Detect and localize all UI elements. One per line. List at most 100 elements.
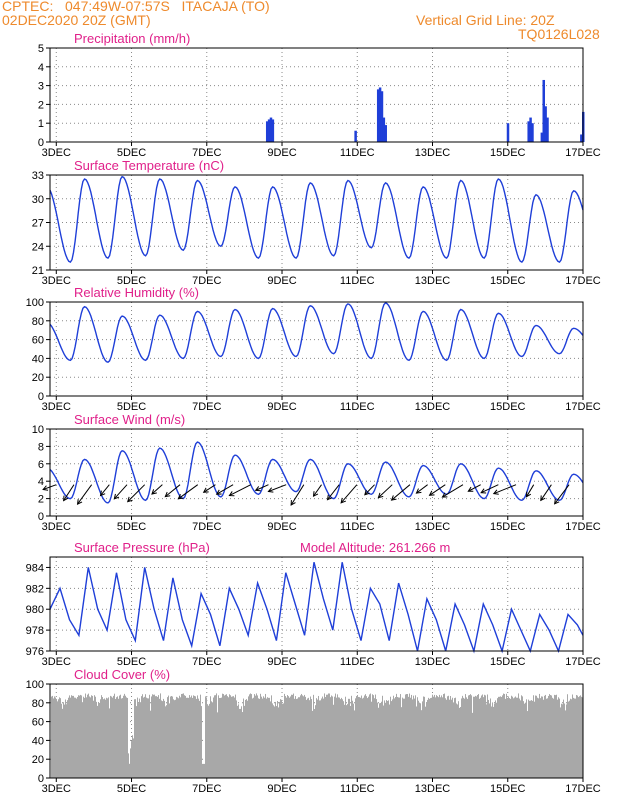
cloud-bar [114, 693, 115, 778]
wind-arrow [127, 484, 146, 503]
cloud-bar [371, 701, 372, 778]
cloud-bar [499, 696, 500, 778]
wind-arrowhead [76, 499, 83, 505]
cloud-bar [268, 697, 269, 778]
cloud-bar [504, 693, 505, 778]
cloud-bar [97, 705, 98, 778]
cloud-bar [557, 699, 558, 778]
cloud-bar [80, 694, 81, 778]
cloud-bar [466, 697, 467, 778]
cloud-bar [581, 696, 582, 778]
cloud-bar [93, 700, 94, 778]
cloud-bar [275, 701, 276, 778]
wind-arrowhead [312, 491, 319, 498]
cloud-bar [198, 698, 199, 778]
cloud-bar [495, 700, 496, 778]
cloud-bar [326, 694, 327, 778]
cloud-bar [330, 697, 331, 778]
rh-y-tick-label: 20 [32, 372, 44, 384]
cloud-bar [256, 693, 257, 778]
cloud-bar [127, 697, 128, 778]
cloud-bar [390, 696, 391, 778]
cloud-bar [118, 698, 119, 778]
wind-arrowhead [228, 491, 235, 497]
wind-panel [42, 428, 584, 520]
cloud-bar [325, 696, 326, 778]
cloud-bar [550, 695, 551, 778]
cloud-bar [334, 696, 335, 778]
cloud-bar [103, 699, 104, 778]
precip-bar [382, 117, 386, 142]
wind-x-tick-label: 7DEC [192, 521, 221, 533]
cloud-bar [548, 695, 549, 778]
cloud-bar [507, 697, 508, 778]
cloud-bar [170, 696, 171, 778]
cloud-bar [346, 705, 347, 778]
cloud-bar [287, 695, 288, 778]
cloud-bar [86, 697, 87, 778]
precip-bar [542, 79, 545, 142]
cloud-bar [553, 698, 554, 778]
header-location: CPTEC: 047:49W-07:57S ITACAJA (TO) [2, 0, 270, 14]
cloud-bar [525, 702, 526, 778]
cloud-bar [535, 695, 536, 778]
precip-y-tick-label: 0 [38, 137, 44, 149]
wind-arrow [554, 484, 570, 505]
cloud-bar [174, 700, 175, 778]
cloud-bar [318, 695, 319, 778]
cloud-bar [314, 709, 315, 778]
precip-bar [267, 119, 271, 142]
cloud-bar [395, 697, 396, 778]
cloud-bar [126, 697, 127, 778]
cloud-bar [72, 695, 73, 778]
cloud-bar [519, 698, 520, 778]
cloud-bar [88, 693, 89, 778]
wind-arrowhead [202, 487, 209, 493]
cloud-bar [335, 693, 336, 778]
precip-y-tick-label: 2 [38, 99, 44, 111]
temp-x-tick-label: 15DEC [490, 275, 526, 287]
cloud-bar [260, 693, 261, 778]
rh-x-tick-label: 5DEC [117, 401, 146, 413]
cloud-bar [200, 694, 201, 778]
cloud-bar [130, 748, 131, 778]
cloud-bar [345, 696, 346, 778]
cloud-bar [361, 695, 362, 778]
cloud-bar [421, 710, 422, 778]
rh-x-tick-label: 7DEC [192, 401, 221, 413]
cloud-y-tick-label: 0 [38, 773, 44, 785]
rh-series-line [49, 302, 584, 364]
cloud-bar [203, 763, 204, 778]
cloud-bar [111, 696, 112, 778]
wind-arrow [164, 484, 181, 498]
wind-arrowhead [99, 490, 106, 497]
cloud-bar [384, 700, 385, 778]
cloud-bar [393, 695, 394, 778]
cloud-bar [474, 696, 475, 778]
cloud-bar [364, 695, 365, 778]
cloud-bar [576, 694, 577, 778]
cloud-bar [348, 698, 349, 778]
cloud-bar [402, 697, 403, 778]
cloud-bar [257, 695, 258, 778]
cloud-bar [461, 698, 462, 778]
cloud-bar [161, 700, 162, 778]
cloud-bar [305, 696, 306, 778]
wind-y-tick-label: 10 [32, 424, 44, 436]
wind-y-tick-label: 6 [38, 459, 44, 471]
cloud-bar [269, 697, 270, 778]
cloud-bar [53, 698, 54, 778]
temp-y-tick-label: 30 [32, 194, 44, 206]
cloud-bar [440, 697, 441, 778]
cloud-bar [538, 698, 539, 778]
cloud-bar [492, 702, 493, 778]
wind-arrowhead [267, 487, 274, 493]
cloud-bar [141, 696, 142, 778]
cloud-bar [374, 698, 375, 778]
cloud-bar [169, 703, 170, 778]
cloud-bar [462, 695, 463, 778]
cloud-bar [270, 701, 271, 778]
cloud-bar [211, 701, 212, 778]
cloud-bar [417, 697, 418, 778]
cloud-bar [355, 698, 356, 778]
